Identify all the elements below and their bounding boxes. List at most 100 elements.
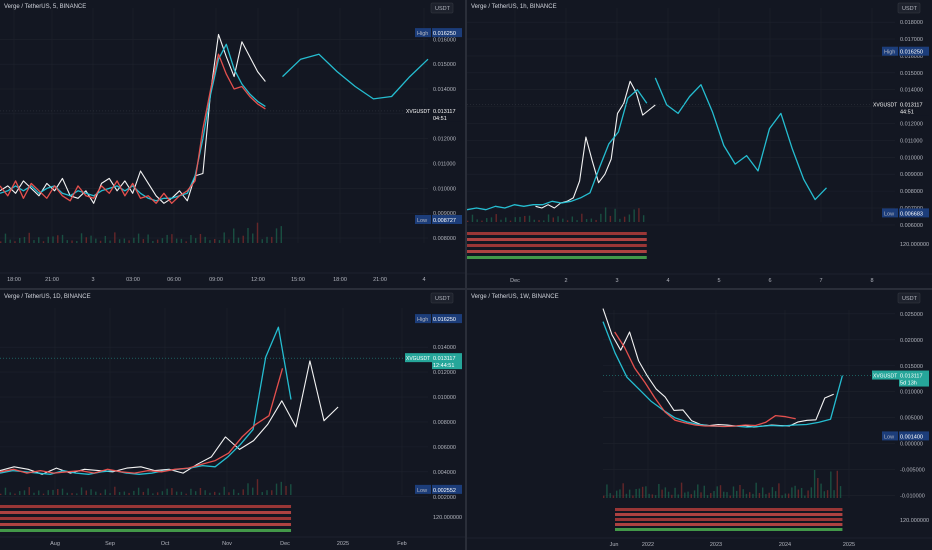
volume-bar — [242, 235, 244, 243]
x-tick-label: 2022 — [642, 542, 654, 548]
volume-bar — [693, 490, 696, 498]
indicator-row — [0, 517, 292, 520]
volume-bar — [524, 215, 526, 222]
volume-bar — [648, 493, 650, 498]
volume-bar — [509, 220, 512, 222]
volume-bar — [161, 238, 164, 243]
high-tag — [415, 28, 431, 38]
volume-bar — [661, 489, 663, 498]
volume-bar — [228, 492, 230, 495]
volume-bar — [519, 216, 521, 222]
volume-bar — [280, 226, 282, 243]
y-tick-label: 0.005000 — [900, 416, 923, 422]
volume-bar — [677, 494, 680, 498]
volume-bar — [622, 483, 624, 498]
chart-1h[interactable]: Verge / TetherUS, 1h, BINANCE USDT 0.01800… — [467, 0, 932, 288]
volume-bar — [90, 235, 92, 243]
volume-bar — [33, 240, 35, 243]
volume-bar — [123, 491, 126, 495]
chart-panel-1h[interactable]: Verge / TetherUS, 1h, BINANCE USDT 0.01800… — [467, 0, 932, 288]
volume-bar — [14, 241, 16, 243]
volume-bar — [700, 492, 702, 498]
chart-1d[interactable]: Verge / TetherUS, 1D, BINANCE USDT 0.01400… — [0, 290, 465, 550]
low-value: 0.001400 — [900, 434, 923, 440]
volume-bar — [152, 493, 154, 495]
volume-bar — [687, 491, 689, 498]
y-tick-label: 0.015000 — [900, 364, 923, 370]
chart-panel-5m[interactable]: Verge / TetherUS, 5, BINANCE USDT 0.016000… — [0, 0, 465, 288]
volume-bar — [47, 236, 49, 243]
volume-bar — [114, 486, 116, 495]
volume-bar — [171, 488, 173, 495]
volume-bar — [180, 491, 183, 495]
low-label: Low — [417, 218, 427, 224]
volume-bar — [90, 489, 92, 495]
currency-box — [430, 2, 454, 14]
last-price-tag — [432, 353, 462, 370]
y-tick-label: 0.012000 — [900, 122, 923, 128]
chart-panel-1d[interactable]: Verge / TetherUS, 1D, BINANCE USDT 0.01400… — [0, 290, 465, 550]
chart-1w[interactable]: Verge / TetherUS, 1W, BINANCE USDT 0.02500… — [467, 290, 932, 550]
y-tick-label: 0.020000 — [900, 338, 923, 344]
y-tick-label: 0.010000 — [900, 390, 923, 396]
volume-bar — [47, 490, 49, 495]
chart-panel-1w[interactable]: Verge / TetherUS, 1W, BINANCE USDT 0.02500… — [467, 290, 932, 550]
volume-bar — [623, 216, 626, 222]
volume-bar — [609, 493, 611, 498]
volume-bar — [615, 490, 618, 498]
volume-bar — [228, 239, 230, 243]
volume-bar — [481, 220, 483, 222]
volume-bar — [109, 493, 111, 495]
indicator-row — [467, 244, 647, 247]
volume-bar — [609, 215, 612, 222]
high-value: 0.016250 — [433, 31, 456, 37]
volume-bar — [23, 490, 26, 495]
volume-bar — [285, 485, 287, 495]
volume-bar — [166, 488, 168, 495]
volume-bar — [57, 488, 59, 495]
volume-bar — [14, 493, 16, 495]
volume-bar — [214, 491, 216, 495]
x-tick-label: 18:00 — [7, 277, 21, 283]
volume-bar — [28, 487, 30, 495]
volume-bar — [765, 494, 767, 498]
volume-bar — [810, 487, 813, 498]
y-tick-label: 0.010000 — [433, 395, 456, 401]
x-tick-label: 2025 — [843, 542, 855, 548]
volume-bar — [671, 494, 673, 498]
volume-bar — [128, 240, 130, 243]
volume-bar — [585, 219, 588, 222]
volume-bar — [830, 471, 832, 498]
last-price: 0.013117 — [900, 103, 923, 109]
volume-bar — [638, 488, 641, 498]
volume-bar — [732, 486, 735, 498]
volume-bar — [256, 479, 259, 495]
volume-bar — [758, 492, 761, 498]
volume-bar — [223, 232, 225, 243]
volume-bar — [778, 483, 780, 498]
x-tick-label: 21:00 — [373, 277, 387, 283]
volume-bar — [604, 207, 607, 222]
x-tick-label: 2024 — [779, 542, 791, 548]
volume-bar — [9, 492, 11, 495]
volume-bar — [28, 232, 30, 243]
y-tick-label: 0.010000 — [900, 155, 923, 161]
volume-bar — [823, 491, 826, 498]
volume-bar — [271, 236, 273, 243]
volume-bar — [514, 217, 516, 222]
y-tick-label: 0.000000 — [900, 442, 923, 448]
volume-bar — [651, 494, 654, 498]
volume-bar — [19, 237, 21, 243]
countdown: 12:44:51 — [433, 363, 454, 369]
panel-divider-vertical[interactable] — [465, 0, 467, 550]
x-tick-label: Dec — [510, 278, 520, 284]
panel-divider-horizontal[interactable] — [0, 288, 932, 290]
chart-5m[interactable]: Verge / TetherUS, 5, BINANCE USDT 0.016000… — [0, 0, 465, 288]
volume-bar — [85, 490, 87, 495]
currency-label: USDT — [435, 6, 451, 12]
volume-bar — [804, 495, 806, 498]
volume-bar — [797, 489, 800, 498]
volume-bar — [836, 470, 838, 498]
volume-bar — [619, 218, 621, 222]
currency-box — [897, 2, 921, 14]
